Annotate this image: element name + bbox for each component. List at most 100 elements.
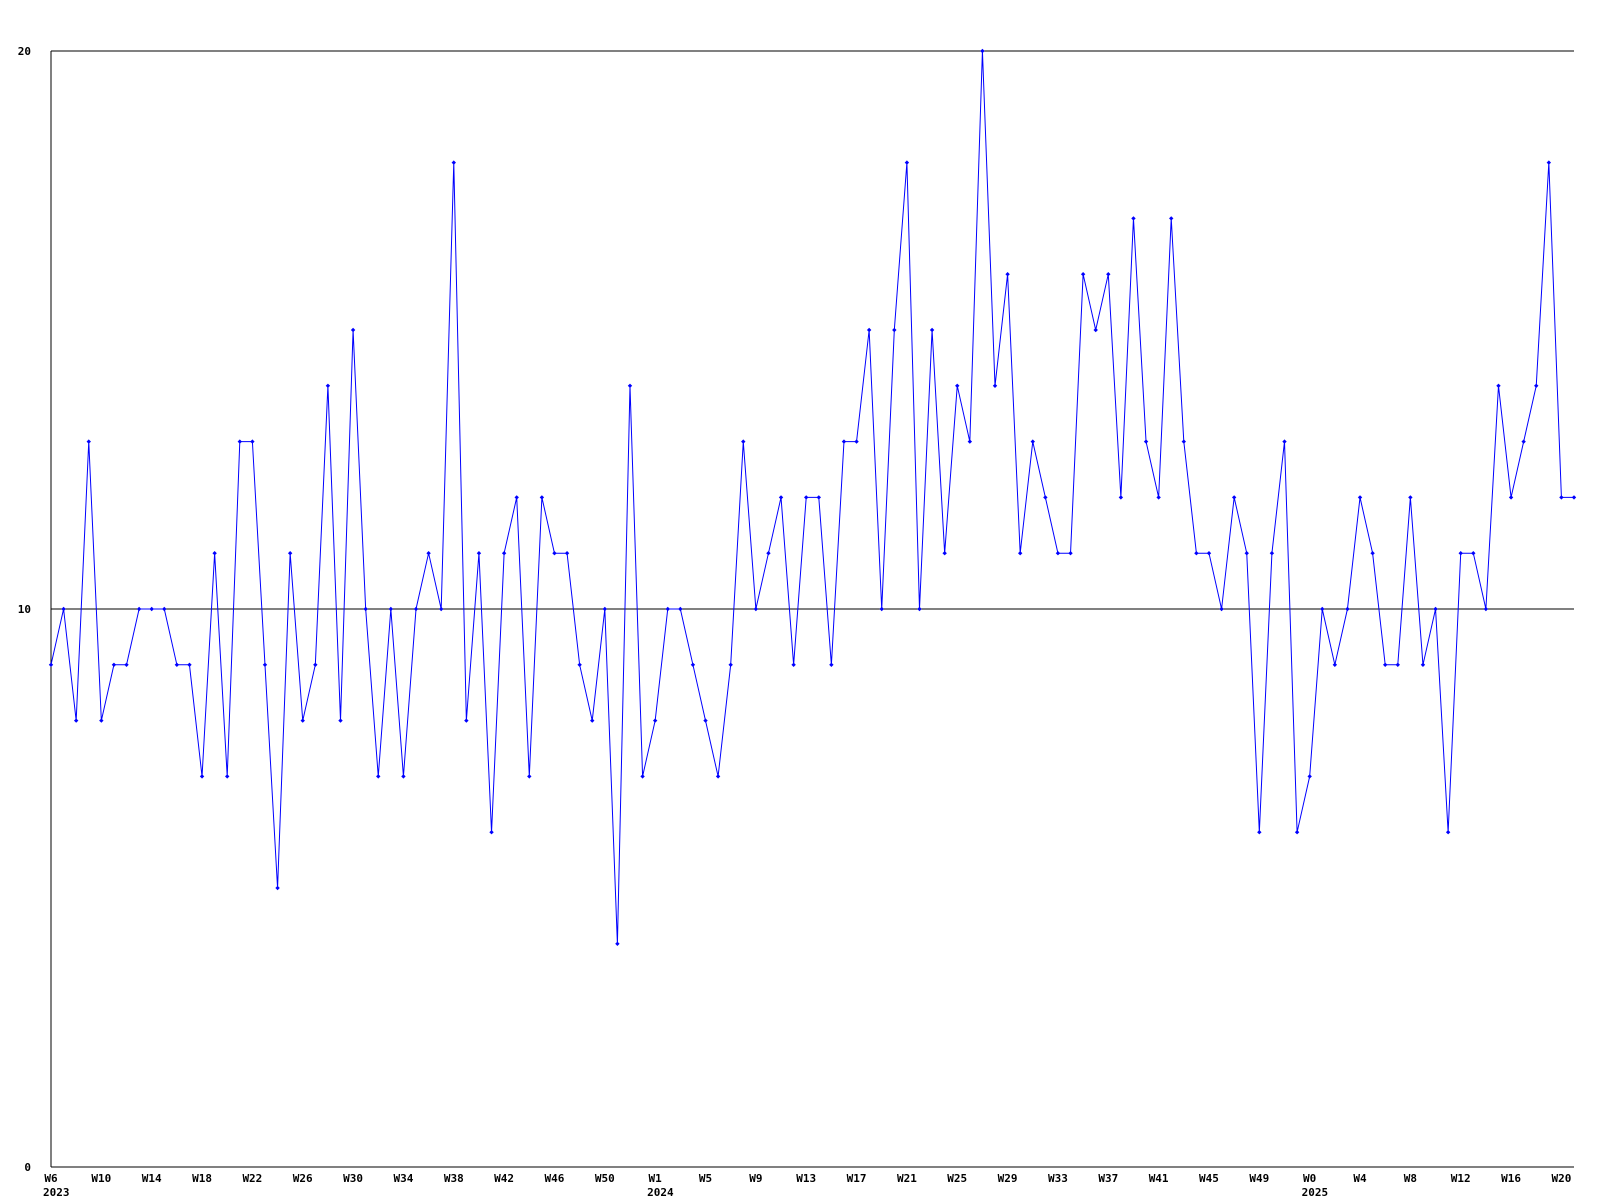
data-point [262,662,268,667]
data-point [665,606,670,612]
data-point [212,551,217,556]
x-tick-label: W0 [1303,1172,1316,1185]
data-point [955,383,960,388]
data-point [350,327,356,333]
data-point [892,327,897,333]
data-point [401,774,406,779]
data-point [904,160,910,165]
data-point [866,327,872,333]
data-point [149,606,154,612]
data-point [1131,216,1136,221]
data-point [413,606,419,612]
data-point [388,606,394,612]
data-point [1559,495,1564,500]
data-point [1206,551,1212,556]
data-point [1055,551,1061,556]
x-tick-label: W49 [1249,1172,1269,1185]
data-point [980,48,985,54]
data-point [1357,495,1363,500]
data-point [753,606,759,612]
data-point [615,941,620,946]
x-tick-label: W16 [1501,1172,1521,1185]
data-point [929,327,935,333]
x-tick-label: W9 [749,1172,762,1185]
data-point [577,662,582,667]
data-point [1546,160,1552,165]
data-point [187,662,192,667]
data-point [86,439,91,444]
y-tick-label: 0 [24,1161,31,1174]
data-point [376,774,381,779]
data-point [136,606,142,612]
data-point [250,439,255,444]
data-point [1106,272,1111,277]
data-point [363,606,368,612]
data-point [1471,551,1476,556]
y-tick-label: 10 [18,603,31,616]
data-point [741,439,746,444]
data-point [124,662,129,667]
x-tick-label: W1 [649,1172,663,1185]
data-point [1408,495,1413,500]
x-tick-label: W25 [947,1172,967,1185]
x-tick-label: W17 [847,1172,867,1185]
data-point [602,606,608,612]
x-tick-label: W29 [998,1172,1018,1185]
data-point [539,495,545,500]
data-point [816,495,821,500]
data-point [1169,216,1174,221]
data-point [1395,662,1400,667]
data-point [1521,439,1526,444]
data-point [1282,439,1287,444]
data-point [1370,551,1375,556]
x-tick-label: W4 [1353,1172,1367,1185]
data-point [854,439,859,444]
data-point [766,551,771,556]
x-tick-label: W10 [91,1172,111,1185]
x-tick-label: W41 [1149,1172,1169,1185]
data-point [804,495,809,500]
x-tick-label: W18 [192,1172,212,1185]
data-point [879,606,884,612]
data-point [1017,551,1023,556]
data-point [1181,439,1187,444]
data-point [829,662,834,667]
data-point [652,718,658,723]
x-tick-label: W8 [1404,1172,1417,1185]
data-point [1080,272,1086,277]
data-point [552,551,557,556]
data-point [237,439,243,444]
data-point [791,662,796,667]
data-point [313,662,318,667]
data-point [1534,383,1539,388]
data-point [1143,439,1149,444]
data-point [703,718,708,723]
data-point [1005,272,1010,277]
data-point [1257,830,1262,835]
data-point [1231,495,1237,500]
data-point [426,551,431,556]
data-point [690,662,696,667]
data-point [1458,551,1463,556]
data-point [287,551,293,556]
data-point [275,885,280,891]
data-point [1068,551,1073,556]
data-point [715,774,721,779]
data-point [489,830,494,835]
data-point [1030,439,1035,444]
data-point [1156,495,1161,500]
data-point [992,383,998,388]
data-point [1496,383,1501,388]
data-point [917,606,922,612]
x-tick-label: W20 [1551,1172,1571,1185]
data-point [1345,606,1350,612]
data-point [325,383,331,388]
data-point [1194,551,1199,556]
x-tick-label: W42 [494,1172,514,1185]
data-point [501,551,507,556]
y-tick-label: 20 [18,45,31,58]
x-tick-label: W45 [1199,1172,1219,1185]
data-point [438,606,444,612]
